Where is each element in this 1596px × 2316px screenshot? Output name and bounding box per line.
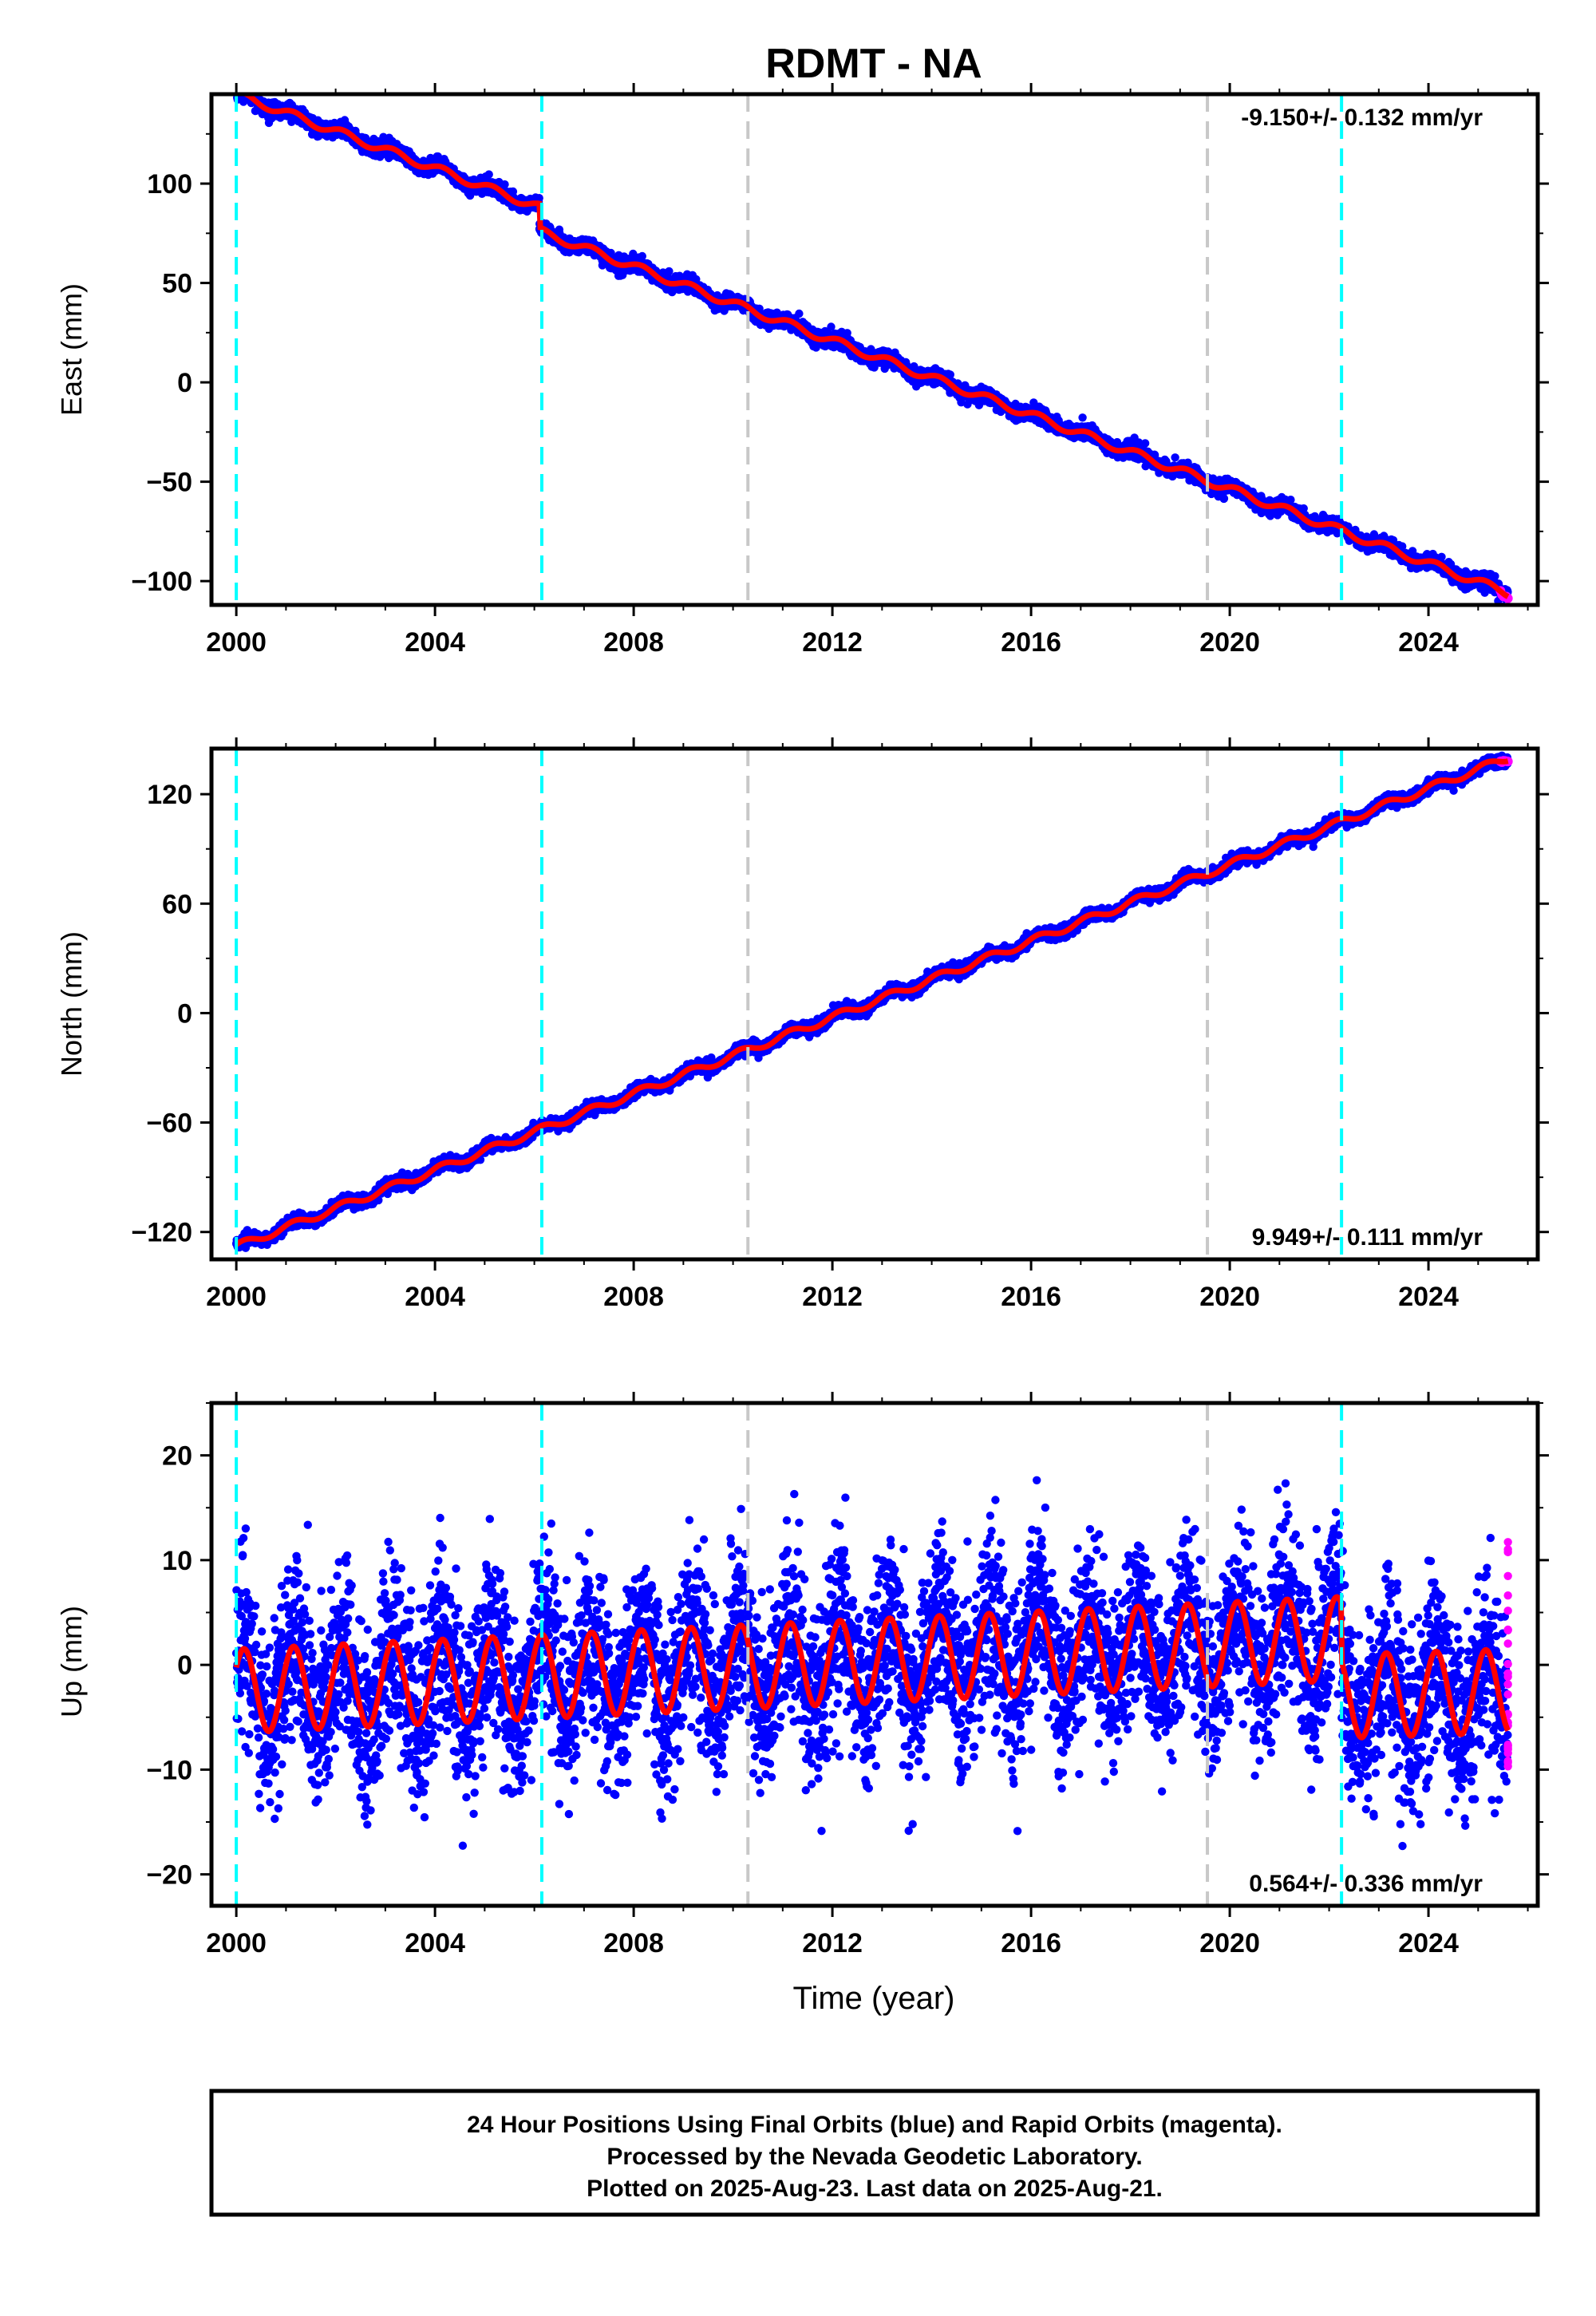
data-point: [237, 83, 245, 91]
data-point: [1140, 439, 1150, 448]
data-point: [243, 85, 251, 93]
data-point: [535, 194, 543, 203]
data-point: [241, 84, 249, 92]
data-point: [795, 309, 804, 318]
data-point: [1171, 453, 1179, 462]
data-point: [1078, 413, 1087, 422]
data-point: [465, 191, 475, 200]
data-point: [239, 83, 247, 91]
data-point: [1219, 494, 1229, 503]
data-point: [638, 251, 646, 261]
chart-title: RDMT - NA: [765, 41, 982, 87]
data-point: [484, 170, 493, 179]
data-points: [232, 81, 1513, 605]
data-point: [500, 180, 509, 189]
data-point: [238, 81, 246, 89]
data-point: [239, 85, 247, 93]
data-point: [665, 267, 674, 276]
data-point: [237, 83, 245, 91]
